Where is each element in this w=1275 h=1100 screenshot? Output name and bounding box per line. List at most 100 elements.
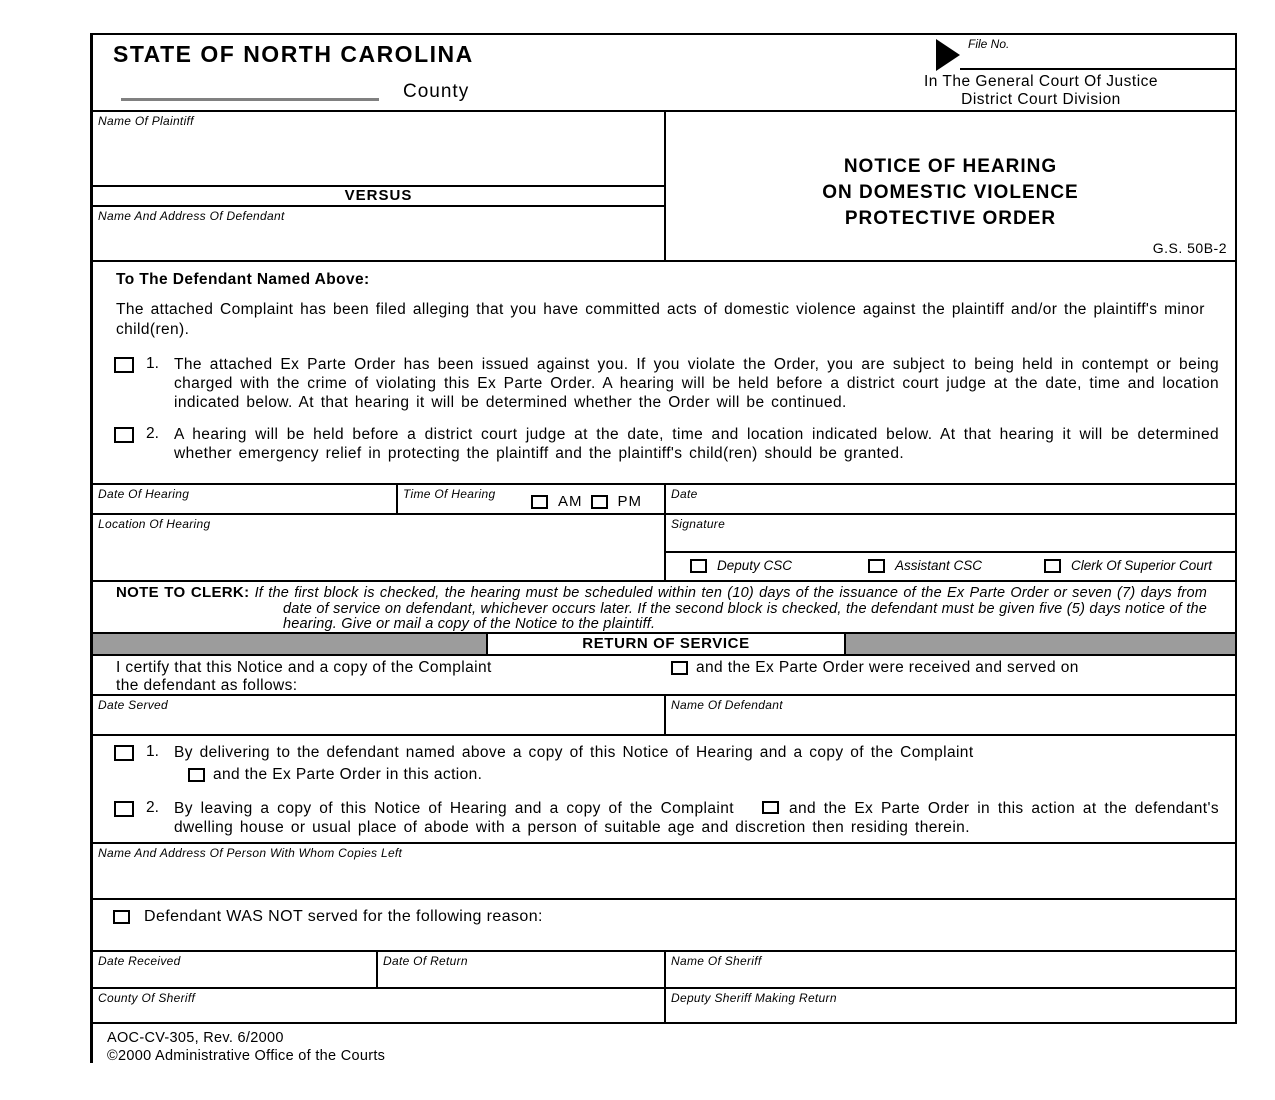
certify-section: I certify that this Notice and a copy of… [93, 656, 1235, 694]
checkbox-deputy-csc[interactable] [690, 558, 707, 573]
file-no-field[interactable] [960, 35, 1235, 70]
service-item-1: 1. By delivering to the defendant named … [93, 743, 1235, 762]
return-of-service-title: RETURN OF SERVICE [486, 634, 846, 654]
name-of-sheriff-label: Name Of Sheriff [671, 954, 762, 968]
date-of-hearing-field[interactable]: Date Of Hearing [93, 485, 398, 513]
caption-section: Name Of Plaintiff VERSUS Name And Addres… [93, 110, 1235, 260]
form-header: STATE OF NORTH CAROLINA County File No. … [93, 35, 1235, 110]
am-label: AM [558, 493, 583, 510]
item-number: 2. [146, 425, 159, 442]
service-item2-text-b: and the Ex Parte Order in this action at… [174, 800, 1219, 836]
location-of-hearing-label: Location Of Hearing [98, 517, 211, 531]
hearing-right-column: Date Signature Deputy CSC Assistant CSC [666, 485, 1235, 580]
file-no-pointer-icon [936, 39, 960, 71]
checkbox-service2-ex-parte[interactable] [761, 801, 779, 814]
form-title: NOTICE OF HEARING ON DOMESTIC VIOLENCE P… [666, 154, 1235, 232]
checkbox-service-delivering[interactable] [114, 745, 134, 761]
notice-intro: The attached Complaint has been filed al… [116, 301, 1205, 338]
county-of-sheriff-label: County Of Sheriff [98, 991, 196, 1005]
notice-section: To The Defendant Named Above: The attach… [93, 260, 1235, 483]
deputy-sheriff-field[interactable]: Deputy Sheriff Making Return [666, 989, 1235, 1022]
note-to-clerk-text: If the first block is checked, the heari… [254, 585, 1208, 632]
clerk-superior-court-label: Clerk Of Superior Court [1071, 558, 1213, 573]
form-body: STATE OF NORTH CAROLINA County File No. … [90, 33, 1237, 1065]
date-label: Date [671, 487, 698, 501]
date-received-field[interactable]: Date Received [93, 952, 378, 987]
certify-line1: I certify that this Notice and a copy of… [116, 659, 492, 676]
assistant-csc-label: Assistant CSC [895, 558, 983, 573]
checkbox-clerk-superior-court[interactable] [1044, 558, 1061, 573]
date-received-label: Date Received [98, 954, 181, 968]
deputy-csc-option: Deputy CSC [690, 558, 792, 573]
clerk-capacity-row: Deputy CSC Assistant CSC Clerk Of Superi… [666, 553, 1235, 580]
time-of-hearing-label: Time Of Hearing [403, 487, 496, 501]
service-item1-sub-text: and the Ex Parte Order in this action. [213, 766, 483, 783]
checkbox-ex-parte-received[interactable] [671, 661, 688, 675]
not-served-section[interactable]: Defendant WAS NOT served for the followi… [93, 898, 1235, 950]
checkbox-service-leaving[interactable] [114, 801, 134, 817]
checkbox-not-served[interactable] [113, 910, 130, 924]
assistant-csc-option: Assistant CSC [868, 558, 982, 573]
item-number: 1. [146, 743, 159, 760]
checkbox-hearing-scheduled[interactable] [114, 427, 134, 443]
county-of-sheriff-field[interactable]: County Of Sheriff [93, 989, 666, 1022]
name-of-defendant-field[interactable]: Name Of Defendant [666, 696, 1235, 734]
notice-item-1: 1. The attached Ex Parte Order has been … [93, 355, 1235, 412]
notice-item1-text: The attached Ex Parte Order has been iss… [174, 356, 1219, 411]
date-of-return-field[interactable]: Date Of Return [378, 952, 666, 987]
file-no-label: File No. [968, 37, 1010, 51]
service-method-section: 1. By delivering to the defendant named … [93, 734, 1235, 842]
clerk-superior-court-option: Clerk Of Superior Court [1044, 558, 1212, 573]
defendant-name-address-field[interactable]: Name And Address Of Defendant [93, 207, 664, 260]
ex-parte-received-clause: and the Ex Parte Order were received and… [671, 659, 1079, 677]
hearing-left-column: Date Of Hearing Time Of Hearing AM PM [93, 485, 666, 580]
defendant-label: Name And Address Of Defendant [98, 209, 285, 223]
plaintiff-label: Name Of Plaintiff [98, 114, 194, 128]
state-title: STATE OF NORTH CAROLINA [113, 41, 474, 67]
checkbox-pm[interactable] [590, 494, 608, 509]
plaintiff-name-field[interactable]: Name Of Plaintiff [93, 112, 664, 185]
certify-line2: the defendant as follows: [116, 677, 298, 694]
certify-statement: I certify that this Notice and a copy of… [116, 659, 492, 694]
checkbox-ex-parte-issued[interactable] [114, 357, 134, 373]
person-copies-left-field[interactable]: Name And Address Of Person With Whom Cop… [93, 842, 1235, 898]
deputy-csc-label: Deputy CSC [717, 558, 793, 573]
time-of-hearing-field[interactable]: Time Of Hearing AM PM [398, 485, 664, 513]
date-served-field[interactable]: Date Served [93, 696, 666, 734]
am-pm-options: AM PM [531, 493, 642, 510]
service-item1-text: By delivering to the defendant named abo… [174, 744, 974, 761]
county-label: County [403, 81, 470, 102]
service-item-2: 2. By leaving a copy of this Notice of H… [93, 799, 1235, 837]
notice-item-2: 2. A hearing will be held before a distr… [93, 425, 1235, 463]
name-of-defendant-label: Name Of Defendant [671, 698, 783, 712]
date-field[interactable]: Date [666, 485, 1235, 515]
parties-column: Name Of Plaintiff VERSUS Name And Addres… [93, 112, 666, 260]
court-line1: In The General Court Of Justice [923, 73, 1159, 90]
statute-reference: G.S. 50B-2 [1152, 240, 1227, 256]
ex-parte-received-text: and the Ex Parte Order were received and… [696, 659, 1079, 676]
location-of-hearing-field[interactable]: Location Of Hearing [93, 515, 664, 580]
date-of-return-label: Date Of Return [383, 954, 468, 968]
form-title-line2: ON DOMESTIC VIOLENCE [822, 182, 1079, 203]
person-copies-left-label: Name And Address Of Person With Whom Cop… [98, 846, 403, 860]
name-of-sheriff-field[interactable]: Name Of Sheriff [666, 952, 1235, 987]
checkbox-service1-ex-parte[interactable] [188, 768, 205, 782]
sheriff-row-1: Date Received Date Of Return Name Of She… [93, 950, 1235, 987]
form-footer: AOC-CV-305, Rev. 6/2000 ©2000 Administra… [107, 1029, 1237, 1065]
court-line2: District Court Division [961, 91, 1121, 108]
county-name-field[interactable] [121, 75, 379, 101]
return-of-service-band: RETURN OF SERVICE [93, 632, 1235, 656]
court-division: In The General Court Of Justice District… [841, 73, 1235, 109]
date-served-label: Date Served [98, 698, 169, 712]
service-item2-text-a: By leaving a copy of this Notice of Hear… [174, 800, 734, 817]
sheriff-row-2: County Of Sheriff Deputy Sheriff Making … [93, 987, 1235, 1024]
item-number: 2. [146, 799, 159, 816]
checkbox-am[interactable] [531, 494, 548, 509]
signature-field[interactable]: Signature [666, 515, 1235, 553]
form-title-line3: PROTECTIVE ORDER [844, 208, 1057, 229]
form-title-line1: NOTICE OF HEARING [843, 156, 1058, 177]
note-to-clerk-label: NOTE TO CLERK: [116, 584, 250, 601]
checkbox-assistant-csc[interactable] [868, 558, 885, 573]
band-gray-right [846, 634, 1235, 654]
